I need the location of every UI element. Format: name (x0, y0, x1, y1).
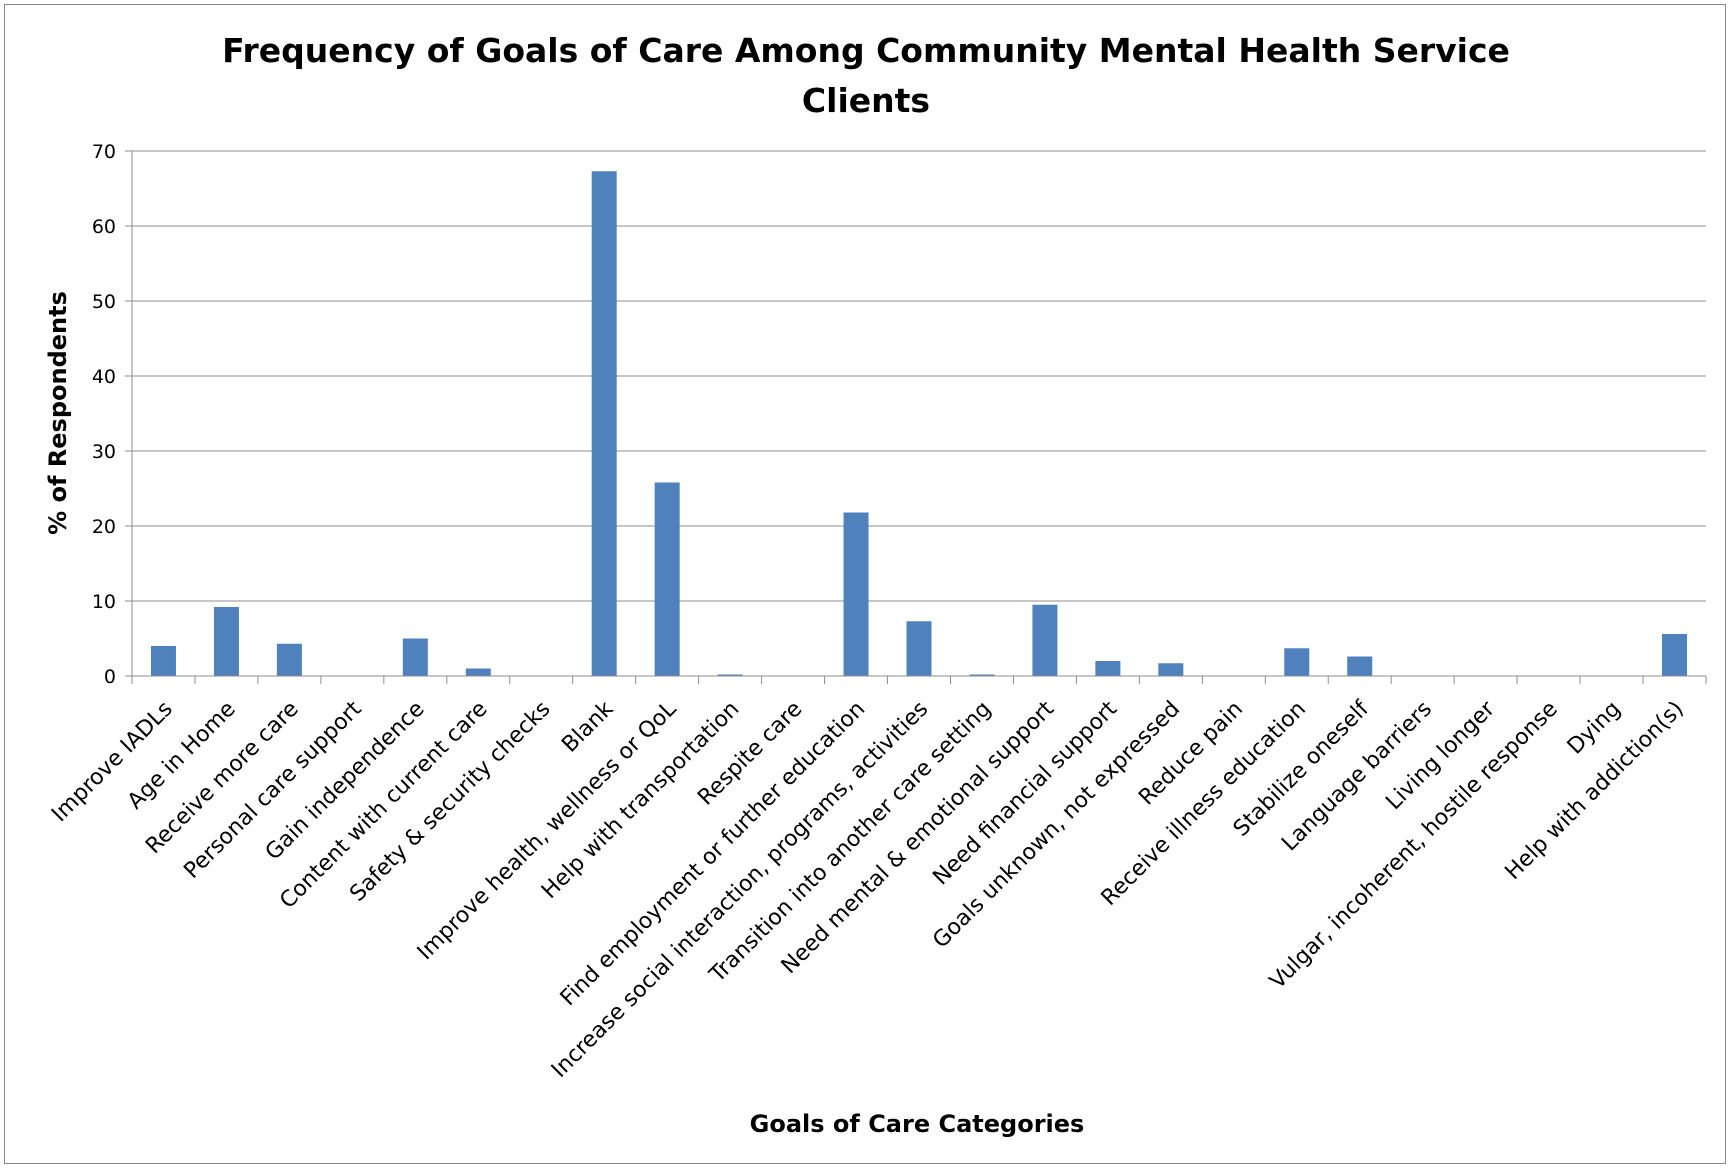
y-tick-label: 60 (92, 216, 116, 238)
bar (276, 643, 302, 676)
x-tick-label: Vulgar, incoherent, hostile response (1265, 697, 1563, 995)
bar (1662, 634, 1688, 676)
bar (465, 668, 491, 676)
bar (213, 607, 239, 676)
bar (906, 621, 932, 676)
x-tick-label: Blank (557, 696, 618, 757)
bar (654, 482, 680, 676)
y-axis-title: % of Respondents (44, 291, 72, 535)
y-tick-label: 0 (104, 666, 116, 688)
bar (969, 674, 995, 676)
y-axis-ticks: 0 10 20 30 40 50 60 70 (92, 141, 132, 688)
bar (1158, 663, 1184, 676)
chart-title-line-2: Clients (801, 81, 931, 120)
bar (1095, 661, 1121, 676)
x-tick-label: Living longer (1381, 696, 1500, 815)
gridlines (132, 150, 1706, 602)
y-tick-label: 40 (92, 366, 116, 388)
chart-title-line-1: Frequency of Goals of Care Among Communi… (222, 31, 1510, 70)
y-tick-label: 50 (92, 291, 116, 313)
x-tick-label: Age in Home (123, 697, 241, 815)
chart-title: Frequency of Goals of Care Among Communi… (0, 26, 1732, 126)
bar (717, 674, 743, 676)
y-tick-label: 70 (92, 141, 116, 163)
bar (150, 646, 176, 676)
bar (1032, 604, 1058, 676)
bar (1347, 656, 1373, 676)
y-tick-label: 10 (92, 591, 116, 613)
x-axis-title: Goals of Care Categories (750, 1110, 1085, 1138)
bar (843, 512, 869, 676)
bars (150, 171, 1688, 676)
axes (131, 151, 1706, 677)
y-tick-label: 20 (92, 516, 116, 538)
bar (1284, 648, 1310, 676)
y-tick-label: 30 (92, 441, 116, 463)
bar (591, 171, 617, 676)
bar (402, 638, 428, 676)
